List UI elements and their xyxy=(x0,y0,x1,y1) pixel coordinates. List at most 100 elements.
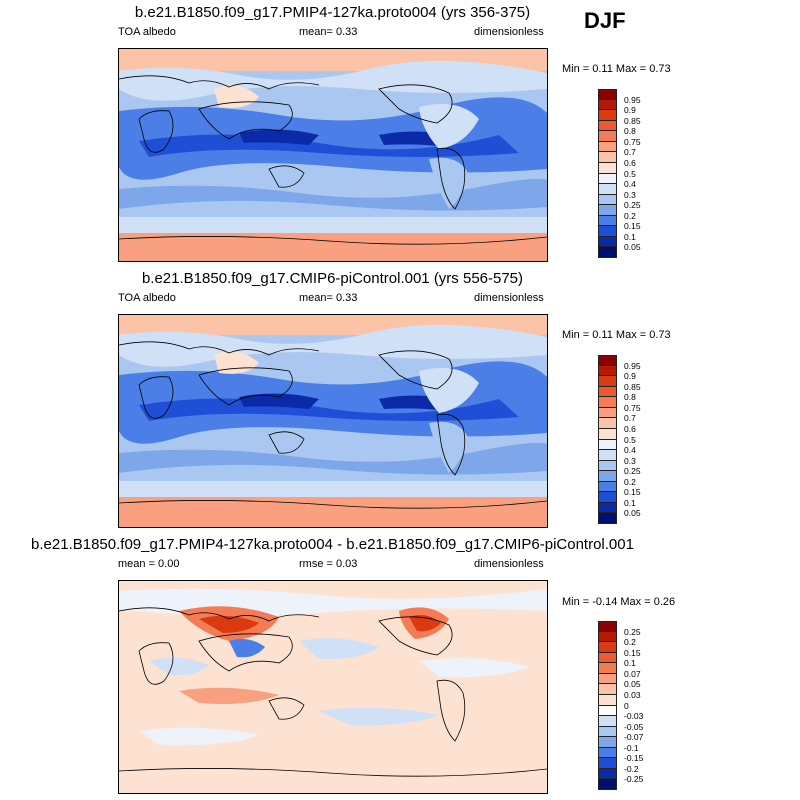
panel-3-colorbar-swatch xyxy=(598,621,617,632)
panel-2-colorbar-swatch xyxy=(598,397,617,408)
panel-3-colorbar-swatch xyxy=(598,694,617,706)
season-label: DJF xyxy=(584,8,626,33)
panel-3-colorbar-label: -0.07 xyxy=(624,732,644,743)
panel-2-colorbar-swatch xyxy=(598,386,617,398)
panel-3-colorbar-swatch xyxy=(598,663,617,674)
panel-2-colorbar-label: 0.1 xyxy=(624,497,636,508)
panel-3-colorbar-label: -0.05 xyxy=(624,721,644,732)
panel-1-colorbar-label: 0.3 xyxy=(624,189,636,200)
panel-2-colorbar-swatch xyxy=(598,407,617,419)
panel-2-colorbar-label: 0.05 xyxy=(624,508,641,519)
panel-2-colorbar-swatch xyxy=(598,513,617,524)
panel-3-colorbar-swatch xyxy=(598,737,617,748)
panel-1-colorbar-swatch xyxy=(598,141,617,153)
panel-1-mean-label: mean= 0.33 xyxy=(299,26,358,38)
panel-3-colorbar-label: 0.03 xyxy=(624,689,641,700)
panel-2-colorbar-swatch xyxy=(598,450,617,461)
panel-3-minmax: Min = -0.14 Max = 0.26 xyxy=(562,596,676,608)
panel-2-colorbar-label: 0.3 xyxy=(624,455,636,466)
panel-2-colorbar-swatch xyxy=(598,502,617,514)
panel-2-title: b.e21.B1850.f09_g17.CMIP6-piControl.001 … xyxy=(141,270,524,287)
panel-2-colorbar-swatch xyxy=(598,418,617,429)
panel-1-colorbar-swatch xyxy=(598,152,617,163)
panel-2-colorbar-label: 0.75 xyxy=(624,402,641,413)
panel-1-map xyxy=(118,48,548,262)
panel-3-colorbar-label: 0.15 xyxy=(624,647,641,658)
panel-3-colorbar-label: 0.1 xyxy=(624,658,636,669)
panel-1-colorbar-swatch xyxy=(598,236,617,248)
panel-2-colorbar-swatch xyxy=(598,439,617,451)
panel-1-units-label: dimensionless xyxy=(474,26,544,38)
panel-1-colorbar-swatch xyxy=(598,226,617,237)
panel-3-colorbar-label: -0.25 xyxy=(624,774,644,785)
panel-2-colorbar-label: 0.5 xyxy=(624,434,636,445)
panel-2-units-label: dimensionless xyxy=(474,292,544,304)
panel-1-colorbar-swatch xyxy=(598,184,617,195)
panel-2-minmax: Min = 0.11 Max = 0.73 xyxy=(562,329,671,341)
panel-3-colorbar-swatch xyxy=(598,705,617,717)
panel-1-colorbar-label: 0.8 xyxy=(624,126,636,137)
panel-1-colorbar-swatch xyxy=(598,99,617,111)
panel-2-colorbar-label: 0.85 xyxy=(624,381,641,392)
panel-2-colorbar-label: 0.2 xyxy=(624,476,636,487)
panel-3-colorbar-swatch xyxy=(598,779,617,790)
panel-2-colorbar-swatch xyxy=(598,376,617,387)
panel-3-colorbar-swatch xyxy=(598,631,617,643)
panel-1-minmax: Min = 0.11 Max = 0.73 xyxy=(562,63,671,75)
panel-3-colorbar-label: 0.2 xyxy=(624,637,636,648)
panel-1-colorbar-label: 0.95 xyxy=(624,94,641,105)
panel-1-colorbar-swatch xyxy=(598,120,617,132)
panel-2-colorbar-label: 0.95 xyxy=(624,360,641,371)
panel-1-colorbar-swatch xyxy=(598,110,617,121)
panel-3-colorbar-swatch xyxy=(598,726,617,738)
panel-2-colorbar-label: 0.9 xyxy=(624,371,636,382)
panel-2-colorbar-swatch xyxy=(598,492,617,503)
panel-1-colorbar-swatch xyxy=(598,194,617,206)
panel-1-colorbar-label: 0.75 xyxy=(624,136,641,147)
panel-2-colorbar-swatch xyxy=(598,365,617,377)
panel-3-mean-label: mean = 0.00 xyxy=(118,558,180,570)
panel-2-colorbar-swatch xyxy=(598,428,617,440)
panel-1-colorbar-label: 0.4 xyxy=(624,179,636,190)
panel-2-colorbar-label: 0.8 xyxy=(624,392,636,403)
panel-2-colorbar-label: 0.15 xyxy=(624,487,641,498)
panel-1-colorbar-swatch xyxy=(598,173,617,185)
panel-1-colorbar-swatch xyxy=(598,215,617,227)
panel-3-colorbar-label: 0.25 xyxy=(624,626,641,637)
panel-2-colorbar-swatch xyxy=(598,355,617,366)
panel-1-colorbar-label: 0.6 xyxy=(624,157,636,168)
panel-2-colorbar-swatch xyxy=(598,471,617,482)
panel-1-colorbar-label: 0.5 xyxy=(624,168,636,179)
panel-1-colorbar: 0.95 0.9 0.85 0.8 0.75 0.7 0.6 0.5 0.4 0.3 0.25 0.2… xyxy=(598,89,678,258)
panel-3-colorbar-label: 0.07 xyxy=(624,668,641,679)
panel-3-map xyxy=(118,580,548,794)
panel-3-colorbar-swatch xyxy=(598,747,617,759)
panel-1-colorbar-swatch xyxy=(598,162,617,174)
panel-3-colorbar-label: 0 xyxy=(624,700,629,711)
panel-1-colorbar-label: 0.15 xyxy=(624,221,641,232)
panel-1-colorbar-swatch xyxy=(598,205,617,216)
panel-1-colorbar-label: 0.25 xyxy=(624,200,641,211)
panel-1-colorbar-label: 0.7 xyxy=(624,147,636,158)
panel-1-colorbar-label: 0.05 xyxy=(624,242,641,253)
panel-3-colorbar-swatch xyxy=(598,716,617,727)
panel-3-colorbar-label: 0.05 xyxy=(624,679,641,690)
panel-2-colorbar-swatch xyxy=(598,481,617,493)
panel-2-colorbar-label: 0.6 xyxy=(624,423,636,434)
panel-2-map xyxy=(118,314,548,528)
panel-3-colorbar-swatch xyxy=(598,684,617,695)
panel-3-units-label: dimensionless xyxy=(474,558,544,570)
panel-1-colorbar-swatch xyxy=(598,89,617,100)
panel-3-colorbar-label: -0.2 xyxy=(624,763,639,774)
panel-1-colorbar-swatch xyxy=(598,131,617,142)
panel-1-colorbar-label: 0.9 xyxy=(624,105,636,116)
panel-2-colorbar-swatch xyxy=(598,460,617,472)
panel-2-colorbar-label: 0.25 xyxy=(624,466,641,477)
panel-3-rmse-label: rmse = 0.03 xyxy=(299,558,358,570)
panel-3-colorbar-swatch xyxy=(598,673,617,685)
panel-1-colorbar-label: 0.85 xyxy=(624,115,641,126)
panel-3-colorbar-label: -0.15 xyxy=(624,753,644,764)
panel-1-variable-label: TOA albedo xyxy=(118,26,176,38)
panel-1-colorbar-label: 0.2 xyxy=(624,210,636,221)
panel-3-colorbar-swatch xyxy=(598,758,617,769)
